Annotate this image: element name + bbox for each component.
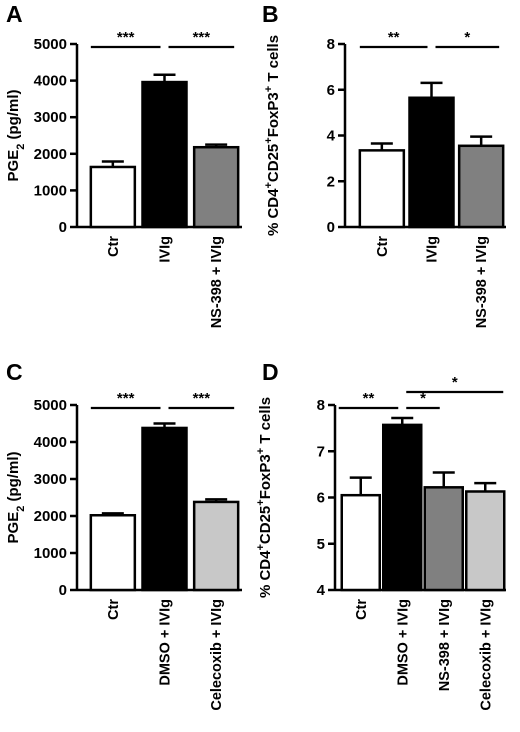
y-tick-label: 6 bbox=[327, 82, 335, 99]
y-tick-label: 5 bbox=[317, 536, 325, 553]
y-tick-label: 3000 bbox=[34, 109, 67, 126]
y-tick-label: 0 bbox=[59, 582, 67, 599]
y-tick-label: 4 bbox=[317, 582, 326, 599]
panel-d: D 4 5 6 7 8 % CD4+CD25+FoxP3+ T cells Ctr DMSO +… bbox=[255, 359, 506, 711]
category-label: Ctr bbox=[375, 236, 391, 257]
significance-label: *** bbox=[193, 390, 211, 407]
significance-label: *** bbox=[117, 29, 135, 46]
y-axis-label: % CD4+CD25+FoxP3+ T cells bbox=[263, 35, 282, 236]
y-tick-label: 4000 bbox=[34, 434, 67, 451]
y-tick-label: 6 bbox=[317, 490, 325, 507]
category-label: NS-398 + IVIg bbox=[437, 599, 453, 691]
bar bbox=[89, 514, 137, 592]
category-label: NS-398 + IVIg bbox=[209, 236, 225, 328]
y-tick-label: 8 bbox=[327, 36, 335, 53]
significance-label: * bbox=[464, 29, 470, 46]
bar bbox=[192, 145, 240, 229]
bar bbox=[423, 486, 464, 592]
category-label: DMSO + IVIg bbox=[158, 599, 174, 686]
y-tick-label: 4 bbox=[327, 128, 336, 145]
bar bbox=[89, 165, 137, 229]
y-tick-label: 0 bbox=[59, 219, 67, 236]
category-label: Ctr bbox=[106, 236, 122, 257]
y-tick-label: 7 bbox=[317, 443, 325, 460]
bar bbox=[141, 426, 188, 592]
panel-b: B 0 2 4 6 8 % CD4+CD25+FoxP3+ T cells Ctr IVIg NS… bbox=[262, 1, 506, 328]
bar bbox=[465, 490, 506, 592]
y-tick-label: 3000 bbox=[34, 471, 67, 488]
y-tick-label: 4000 bbox=[34, 73, 67, 90]
y-tick-label: 0 bbox=[327, 219, 335, 236]
category-label: IVIg bbox=[425, 236, 441, 263]
bar bbox=[358, 149, 406, 229]
panel-letter: C bbox=[6, 359, 23, 385]
category-label: DMSO + IVIg bbox=[395, 599, 411, 686]
y-tick-label: 5000 bbox=[34, 36, 67, 53]
category-label: Celecoxib + IVIg bbox=[209, 599, 225, 711]
panel-letter: B bbox=[262, 1, 279, 27]
y-tick-label: 2000 bbox=[34, 508, 67, 525]
y-tick-label: 8 bbox=[317, 397, 325, 414]
category-label: Ctr bbox=[354, 599, 370, 620]
y-tick-label: 2000 bbox=[34, 146, 67, 163]
category-label: NS-398 + IVIg bbox=[474, 236, 490, 328]
bar bbox=[457, 144, 505, 229]
significance-label: *** bbox=[117, 390, 135, 407]
significance-label: * bbox=[452, 374, 458, 391]
panel-c: C 0 1000 2000 3000 4000 5000 PGE2 (pg/ml) Ctr DMS… bbox=[5, 359, 242, 711]
y-tick-label: 1000 bbox=[34, 182, 67, 199]
panel-a: A 0 1000 2000 3000 4000 5000 PGE2 (pg/ml) Ctr IVI… bbox=[5, 1, 242, 328]
bar bbox=[382, 423, 423, 592]
y-tick-label: 5000 bbox=[34, 397, 67, 414]
bar bbox=[340, 493, 381, 592]
category-label: IVIg bbox=[158, 236, 174, 263]
significance-label: * bbox=[420, 390, 426, 407]
y-axis-label: PGE2 (pg/ml) bbox=[5, 452, 27, 544]
significance-label: *** bbox=[193, 29, 211, 46]
bar bbox=[408, 96, 455, 229]
significance-label: ** bbox=[363, 390, 375, 407]
panel-letter: D bbox=[262, 359, 279, 385]
panel-letter: A bbox=[6, 1, 23, 27]
y-axis-label: % CD4+CD25+FoxP3+ T cells bbox=[255, 397, 274, 598]
category-label: Celecoxib + IVIg bbox=[478, 599, 494, 711]
bar bbox=[192, 500, 240, 592]
bar bbox=[141, 80, 188, 229]
y-tick-label: 1000 bbox=[34, 545, 67, 562]
y-axis-label: PGE2 (pg/ml) bbox=[5, 90, 27, 182]
significance-label: ** bbox=[388, 29, 400, 46]
category-label: Ctr bbox=[106, 599, 122, 620]
y-tick-label: 2 bbox=[327, 173, 335, 190]
